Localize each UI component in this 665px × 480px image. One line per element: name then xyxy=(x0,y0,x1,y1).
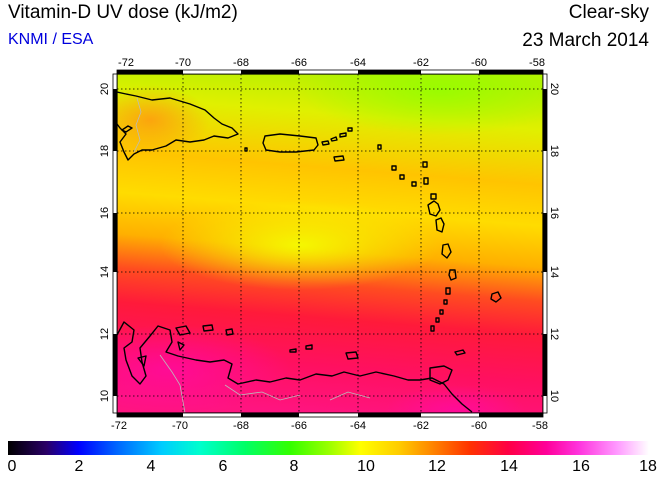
lon-tick-label: -70 xyxy=(172,420,188,432)
lat-tick-label: 10 xyxy=(548,390,560,402)
lat-tick-label: 12 xyxy=(548,328,560,340)
lat-tick-label: 18 xyxy=(99,145,111,157)
lon-tick-label: -72 xyxy=(118,57,134,69)
uv-dose-map: -72 -70 -68 -66 -64 -62 -60 -58 -72 -70 … xyxy=(99,57,560,432)
lat-ticks-right: 20 18 16 14 12 10 xyxy=(548,83,560,402)
lon-tick-label: -60 xyxy=(471,420,487,432)
colorbar-label: 2 xyxy=(74,458,84,475)
colorbar-label: 8 xyxy=(289,458,299,475)
lon-tick-label: -66 xyxy=(291,57,307,69)
colorbar-label: 4 xyxy=(146,458,156,475)
lon-tick-label: -66 xyxy=(291,420,307,432)
map-title: Vitamin-D UV dose (kJ/m2) xyxy=(8,2,238,23)
graticule-scale-bars xyxy=(112,69,548,418)
colorbar-label: 0 xyxy=(7,458,17,475)
lon-ticks-top: -72 -70 -68 -66 -64 -62 -60 -58 xyxy=(118,57,545,69)
date-label: 23 March 2014 xyxy=(522,30,649,51)
lon-tick-label: -72 xyxy=(111,420,127,432)
lon-tick-label: -62 xyxy=(413,57,429,69)
lon-ticks-bottom: -72 -70 -68 -66 -64 -62 -60 -58 xyxy=(111,420,548,432)
colorbar-label: 18 xyxy=(639,458,657,475)
colorbar-label: 16 xyxy=(572,458,590,475)
lon-tick-label: -62 xyxy=(413,420,429,432)
uv-colorbar xyxy=(8,441,649,455)
lon-tick-label: -58 xyxy=(532,420,548,432)
lat-ticks-left: 20 18 16 14 12 10 xyxy=(99,83,111,402)
lat-tick-label: 18 xyxy=(548,145,560,157)
lon-tick-label: -70 xyxy=(175,57,191,69)
lat-tick-label: 16 xyxy=(99,207,111,219)
lat-tick-label: 20 xyxy=(99,83,111,95)
uv-field xyxy=(117,74,543,413)
lon-tick-label: -64 xyxy=(350,57,366,69)
lat-tick-label: 10 xyxy=(99,390,111,402)
lat-tick-label: 12 xyxy=(99,328,111,340)
colorbar-label: 14 xyxy=(500,458,518,475)
credit-label: KNMI / ESA xyxy=(8,31,94,48)
lat-tick-label: 14 xyxy=(99,266,111,278)
colorbar-label: 10 xyxy=(357,458,375,475)
lat-tick-label: 16 xyxy=(548,207,560,219)
lat-tick-label: 14 xyxy=(548,266,560,278)
colorbar-label: 12 xyxy=(428,458,446,475)
lon-tick-label: -68 xyxy=(233,57,249,69)
country-borders xyxy=(133,97,371,413)
lon-tick-label: -68 xyxy=(233,420,249,432)
lon-tick-label: -58 xyxy=(529,57,545,69)
colorbar-label: 6 xyxy=(218,458,228,475)
sky-mode-label: Clear-sky xyxy=(568,2,649,23)
coastlines xyxy=(117,91,502,413)
lat-tick-label: 20 xyxy=(548,83,560,95)
lat-lon-grid xyxy=(117,74,543,413)
lon-tick-label: -60 xyxy=(471,57,487,69)
lon-tick-label: -64 xyxy=(350,420,366,432)
